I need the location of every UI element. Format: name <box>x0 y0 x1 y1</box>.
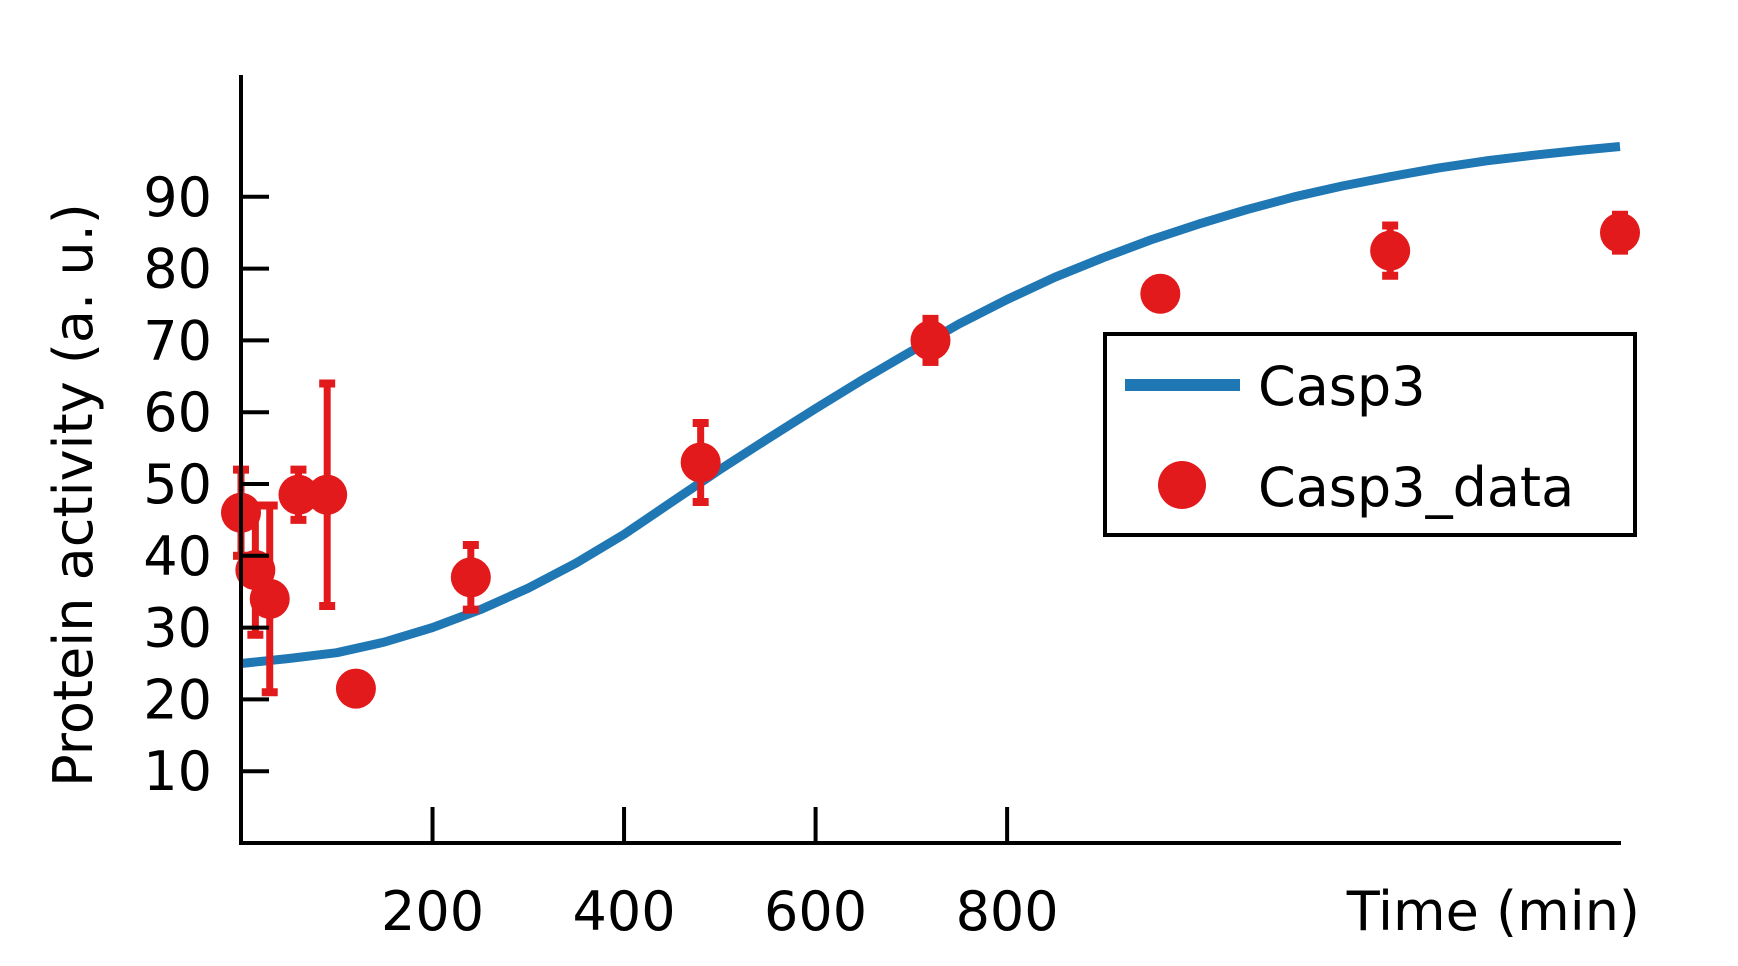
axes: 10 20 30 40 50 60 70 80 90 200 400 600 800 Time (min)… <box>42 75 1640 943</box>
data-marker <box>335 668 376 709</box>
data-point <box>910 314 951 366</box>
legend-marker-swatch <box>1158 461 1206 509</box>
legend-label-casp3-data: Casp3_data <box>1258 456 1574 519</box>
data-marker <box>1600 212 1640 253</box>
data-marker <box>680 442 721 483</box>
data-marker <box>278 474 319 515</box>
legend: Casp3 Casp3_data <box>1103 332 1637 537</box>
x-tick-label: 200 <box>381 880 484 943</box>
x-axis-title: Time (min) <box>1346 880 1640 943</box>
y-tick-label: 80 <box>143 238 212 301</box>
data-point <box>680 418 721 506</box>
x-tick-label: 600 <box>764 880 867 943</box>
y-tick-label: 10 <box>143 740 212 803</box>
data-point <box>1370 221 1411 280</box>
data-marker <box>910 320 951 361</box>
y-tick-label: 50 <box>143 453 212 516</box>
y-tick-label: 20 <box>143 668 212 731</box>
data-point <box>1600 210 1640 255</box>
data-marker <box>450 557 491 598</box>
y-axis-title: Protein activity (a. u.) <box>42 203 105 787</box>
data-point <box>307 379 348 611</box>
data-marker <box>1140 273 1181 314</box>
data-marker <box>307 474 348 515</box>
data-point <box>450 541 491 614</box>
y-tick-label: 40 <box>143 525 212 588</box>
data-point <box>1140 273 1181 314</box>
legend-label-casp3: Casp3 <box>1258 355 1426 418</box>
y-tick-label: 90 <box>143 166 212 229</box>
data-marker <box>1370 230 1411 271</box>
y-tick-label: 60 <box>143 381 212 444</box>
y-tick-label: 70 <box>143 309 212 372</box>
data-marker <box>249 578 290 619</box>
plot-area <box>221 142 1640 709</box>
data-point <box>335 668 376 709</box>
data-point <box>278 465 319 524</box>
x-tick-label: 800 <box>956 880 1059 943</box>
x-tick-label: 400 <box>573 880 676 943</box>
data-point <box>249 501 290 697</box>
y-tick-label: 30 <box>143 597 212 660</box>
